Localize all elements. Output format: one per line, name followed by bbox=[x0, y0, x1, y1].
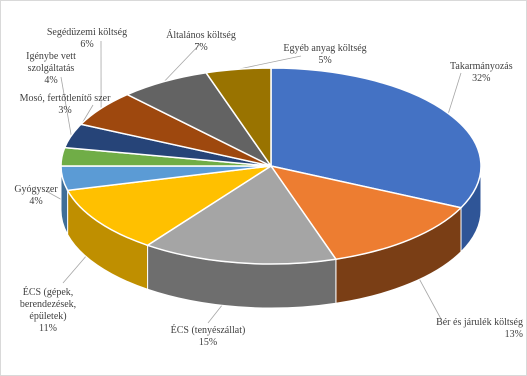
label-takarmanyozas: Takarmányozás 32% bbox=[450, 61, 513, 84]
leader-line-igenybe-vett bbox=[60, 76, 72, 136]
label-ecs-gepek: ÉCS (gépek, berendezések, épületek) 11% bbox=[19, 287, 77, 334]
pie-slice-egyeb-anyag bbox=[204, 67, 272, 169]
pie-slice-ecs-gepek bbox=[66, 165, 272, 247]
pie-slice-ber-es-jarulek bbox=[269, 164, 463, 261]
leader-line-gyogyszer bbox=[45, 190, 63, 201]
leader-line-egyeb-anyag bbox=[238, 55, 302, 70]
pie-slice-ecs-tenyeszallat bbox=[145, 164, 338, 265]
label-segeduzemi: Segédüzemi költség 6% bbox=[46, 27, 128, 50]
label-moso-fertotlenito: Mosó, fertőtlenítő szer 3% bbox=[19, 93, 111, 116]
label-ber-es-jarulek: Bér és járulék költség 13% bbox=[436, 317, 523, 340]
leader-line-takarmanyozas bbox=[447, 72, 462, 114]
pie-slice-takarmanyozas bbox=[270, 67, 482, 209]
label-gyogyszer: Gyógyszer 4% bbox=[14, 184, 58, 207]
label-ecs-tenyeszallat: ÉCS (tenyészállat) 15% bbox=[170, 325, 246, 348]
pie-top-faces bbox=[60, 67, 482, 265]
pie-side-faces bbox=[60, 165, 482, 309]
leader-line-altalanos bbox=[163, 42, 202, 82]
label-igenybe-vett: Igénybe vett szolgáltatás 4% bbox=[26, 51, 76, 86]
label-egyeb-anyag: Egyéb anyag költség 5% bbox=[283, 43, 367, 66]
label-altalanos: Általános költség 7% bbox=[166, 30, 236, 53]
